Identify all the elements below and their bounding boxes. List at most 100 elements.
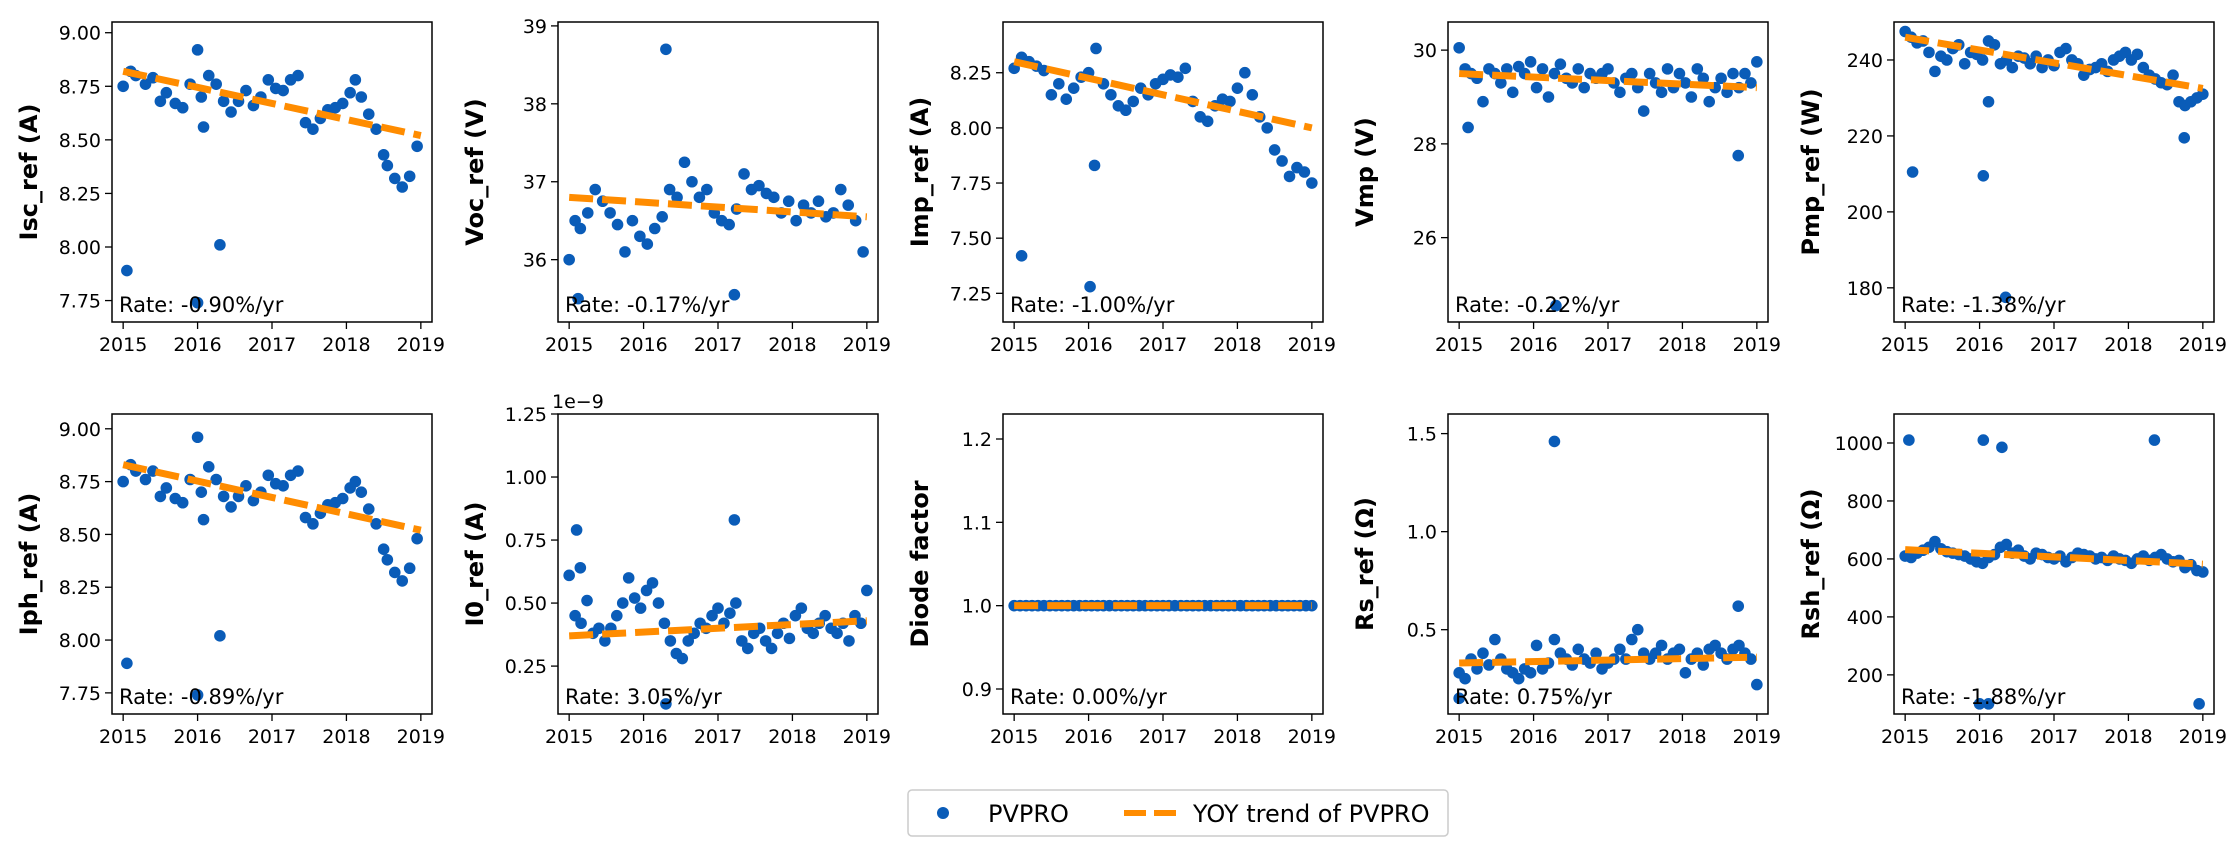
x-tick-label: 2019 <box>1733 726 1781 748</box>
data-point <box>214 239 226 251</box>
data-layer <box>1008 599 1318 612</box>
data-point <box>262 469 275 482</box>
data-point <box>197 513 210 526</box>
data-point <box>686 175 698 188</box>
y-tick-label: 9.00 <box>59 23 101 45</box>
data-point <box>195 91 208 103</box>
data-point <box>1655 86 1668 99</box>
data-point <box>1661 63 1674 75</box>
data-point <box>712 602 724 614</box>
y-tick-label: 0.25 <box>505 656 547 678</box>
data-point <box>2197 566 2209 578</box>
x-tick-label: 2019 <box>1288 726 1336 748</box>
data-point <box>855 617 867 630</box>
data-point <box>753 179 765 192</box>
data-point <box>336 492 349 505</box>
subplot-2: 2015 2016 2017 2018 2019 36 37 38 39 Voc_ref (V) R… <box>461 16 891 356</box>
data-point <box>1988 38 2001 51</box>
data-point <box>1999 291 2012 304</box>
data-point <box>790 214 802 227</box>
data-point <box>191 44 204 56</box>
axes-frame <box>111 21 433 323</box>
data-layer <box>1899 434 2209 710</box>
y-tick-label: 8.25 <box>59 183 101 205</box>
x-tick-label: 2017 <box>1139 334 1187 356</box>
data-point <box>1685 91 1698 103</box>
subplot-6: 2015 2016 2017 2018 2019 7.75 8.00 8.25 8.50 8.75… <box>15 413 445 748</box>
x-tick-label: 2016 <box>173 726 221 748</box>
data-point <box>724 607 736 619</box>
data-point <box>1697 72 1710 85</box>
data-point <box>1524 56 1537 68</box>
data-point <box>195 486 208 498</box>
data-layer <box>1453 435 1763 705</box>
data-point <box>277 84 289 97</box>
x-tick-label: 2019 <box>2179 726 2227 748</box>
data-point <box>819 609 831 622</box>
data-point <box>671 191 683 204</box>
x-tick-label: 2015 <box>545 726 593 748</box>
y-tick-label: 8.50 <box>59 130 101 152</box>
data-point <box>411 140 423 153</box>
data-point <box>1631 623 1644 636</box>
data-point <box>1732 149 1745 162</box>
data-point <box>1679 77 1692 89</box>
x-tick-label: 2017 <box>2030 726 2078 748</box>
plot-area <box>558 22 878 322</box>
data-point <box>292 465 304 477</box>
data-point <box>176 496 189 509</box>
y-tick-label: 200 <box>1847 665 1883 687</box>
y-tick-label: 0.5 <box>1407 620 1437 642</box>
data-point <box>730 597 742 609</box>
data-point <box>1982 95 1995 108</box>
x-tick-label: 2018 <box>2104 726 2152 748</box>
data-point <box>1715 72 1727 85</box>
legend: PVPRO YOY trend of PVPRO <box>907 789 1449 837</box>
y-tick-label: 400 <box>1847 607 1883 629</box>
x-tick-label: 2015 <box>1881 334 1929 356</box>
axes-frame <box>1002 21 1324 323</box>
data-point <box>1751 56 1763 68</box>
plot-area <box>112 22 432 322</box>
data-point <box>1590 647 1602 660</box>
data-point <box>1512 672 1525 685</box>
y-axis-title: Diode factor <box>906 480 934 647</box>
x-tick-label: 2016 <box>173 334 221 356</box>
data-point <box>117 80 129 93</box>
data-point <box>139 473 152 486</box>
y-tick-label: 8.00 <box>59 237 101 259</box>
subplot-7: 2015 2016 2017 2018 2019 0.25 0.50 0.75 1.00 1.25… <box>461 391 891 748</box>
data-point <box>1483 659 1495 671</box>
x-tick-label: 2015 <box>545 334 593 356</box>
data-point <box>1172 71 1184 83</box>
data-point <box>210 78 222 90</box>
data-point <box>1732 600 1745 612</box>
data-point <box>842 199 855 211</box>
x-tick-label: 2019 <box>1288 334 1336 356</box>
data-point <box>1572 63 1585 75</box>
y-tick-label: 30 <box>1413 40 1437 62</box>
data-point <box>723 218 735 231</box>
legend-frame <box>907 789 1449 837</box>
y-axis-title: I0_ref (A) <box>461 501 489 626</box>
data-point <box>1506 86 1519 99</box>
y-tick-label: 1.1 <box>962 512 992 534</box>
data-point <box>1105 88 1117 101</box>
data-point <box>660 43 672 56</box>
data-point <box>1655 639 1668 652</box>
data-point <box>1982 698 1995 710</box>
y-tick-label: 240 <box>1847 50 1883 72</box>
y-tick-label: 200 <box>1847 202 1883 224</box>
data-point <box>1903 434 1915 446</box>
data-point <box>403 170 416 183</box>
axes-frame <box>1893 21 2215 323</box>
x-tick-label: 2016 <box>1064 334 1112 356</box>
data-point <box>660 698 672 710</box>
data-point <box>1179 62 1192 75</box>
data-point <box>1745 653 1757 665</box>
x-tick-label: 2018 <box>1213 334 1261 356</box>
y-offset-label: 1e−9 <box>552 391 604 413</box>
axes-frame <box>557 413 879 715</box>
data-point <box>307 123 319 135</box>
